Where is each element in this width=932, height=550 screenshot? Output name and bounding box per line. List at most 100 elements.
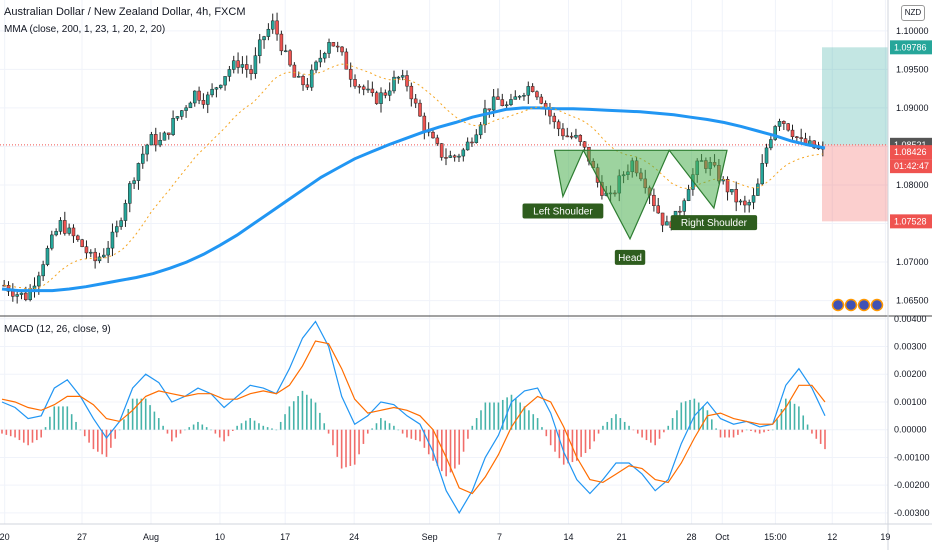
candle-body — [357, 85, 362, 88]
candle-body — [318, 57, 323, 63]
candle-body — [682, 200, 686, 212]
candle-body — [556, 121, 561, 130]
currency-button[interactable]: NZD — [901, 5, 925, 21]
mma-line — [1, 106, 826, 293]
candle-body — [565, 135, 570, 138]
hist-bar — [702, 406, 704, 430]
hist-bar — [684, 401, 687, 430]
hist-bar — [793, 403, 796, 430]
hist-bar — [724, 429, 726, 438]
hist-bar — [114, 429, 117, 439]
hist-bar — [445, 429, 447, 477]
loss-zone[interactable] — [822, 144, 888, 222]
candle-body — [223, 76, 227, 86]
hist-bar — [628, 425, 630, 430]
macd-axis[interactable]: 0.00400 0.00300 0.00200 0.00100 0.00000 -0.00… — [894, 314, 930, 518]
hist-bar — [410, 429, 413, 439]
hist-bar — [327, 429, 330, 434]
economic-event-icons[interactable] — [831, 298, 884, 312]
hist-bar — [519, 402, 521, 430]
head-shoulders-pattern[interactable]: Left Shoulder Head Right Shoulder — [522, 148, 758, 265]
macd-legend[interactable]: MACD (12, 26, close, 9) — [4, 324, 111, 335]
hist-bar — [758, 429, 761, 434]
candle-body — [504, 104, 509, 107]
hist-bar — [636, 429, 639, 434]
hist-bar — [589, 429, 591, 450]
hist-bar — [127, 408, 130, 430]
hist-bar — [227, 429, 230, 437]
candle-body — [379, 92, 383, 104]
price-tag-stop: 1.07528 — [894, 216, 927, 226]
dotted-ma-line — [4, 63, 823, 290]
candle-body — [322, 53, 327, 59]
hist-bar — [144, 398, 147, 430]
hist-bar — [423, 429, 426, 448]
hist-bar — [719, 429, 722, 438]
hist-bar — [671, 418, 674, 430]
candle-body — [188, 102, 193, 109]
macd-tick-label: 0.00100 — [894, 397, 927, 407]
hist-bar — [231, 429, 234, 432]
hist-bar — [380, 418, 382, 430]
hist-bar — [123, 419, 125, 430]
hist-bar — [79, 429, 82, 431]
time-tick-label: 21 — [617, 532, 627, 542]
price-tick-label: 1.06500 — [896, 296, 929, 306]
time-tick-label: 17 — [280, 532, 290, 542]
price-tag-bg — [890, 40, 932, 55]
hist-bar — [375, 423, 378, 430]
candle-body — [192, 90, 197, 104]
price-tag-current: 1.08521 — [894, 140, 927, 150]
candle-body — [405, 75, 409, 87]
candle-body — [201, 99, 206, 105]
hist-bar — [75, 421, 77, 430]
profit-zone[interactable] — [822, 47, 888, 145]
hist-bar — [284, 414, 286, 430]
candle-body — [578, 134, 583, 142]
candle-body — [340, 46, 344, 53]
candle-body — [132, 180, 136, 184]
candle-body — [478, 124, 483, 136]
candle-body — [119, 220, 123, 227]
hist-bar — [240, 423, 243, 430]
price-tag-bg — [890, 159, 932, 174]
candle-body — [106, 247, 110, 256]
candle-body — [58, 220, 63, 232]
hist-bar — [454, 429, 456, 469]
indicator-legend[interactable]: MMA (close, 200, 1, 23, 1, 20, 2, 20) — [4, 24, 166, 35]
candle-body — [483, 108, 487, 126]
hist-bar — [14, 429, 16, 438]
time-axis[interactable]: 20 27 Aug 10 17 24 Sep 7 14 21 28 Oct 15:00 12 19 — [0, 532, 890, 542]
hist-bar — [31, 429, 34, 443]
candle-body — [266, 28, 271, 37]
hist-bar — [88, 429, 90, 443]
hist-bar — [745, 429, 748, 431]
candle-body — [128, 183, 132, 204]
hist-bar — [349, 429, 352, 466]
hist-bar — [558, 429, 561, 459]
candle-body — [751, 195, 756, 203]
candle-body — [67, 227, 71, 234]
hist-bar — [780, 408, 783, 430]
candle-body — [11, 291, 15, 297]
hist-bar — [811, 429, 813, 434]
candle-body — [500, 99, 505, 107]
candle-body — [71, 227, 76, 237]
hist-bar — [650, 429, 652, 443]
hist-bar — [40, 429, 42, 438]
hist-bar — [549, 429, 552, 446]
macd-tick-label: 0.00000 — [894, 425, 927, 435]
hist-bar — [162, 425, 164, 430]
price-tick-label: 1.08000 — [896, 180, 929, 190]
hist-bar — [484, 402, 487, 430]
hist-bar — [641, 429, 643, 438]
price-tick-label: 1.10000 — [896, 26, 929, 36]
hist-bar — [205, 427, 208, 430]
hist-bar — [384, 420, 386, 430]
hist-bar — [57, 406, 60, 430]
hist-bar — [271, 428, 273, 430]
hist-bar — [131, 398, 134, 430]
hist-bar — [815, 429, 818, 439]
candle-body — [275, 20, 279, 35]
